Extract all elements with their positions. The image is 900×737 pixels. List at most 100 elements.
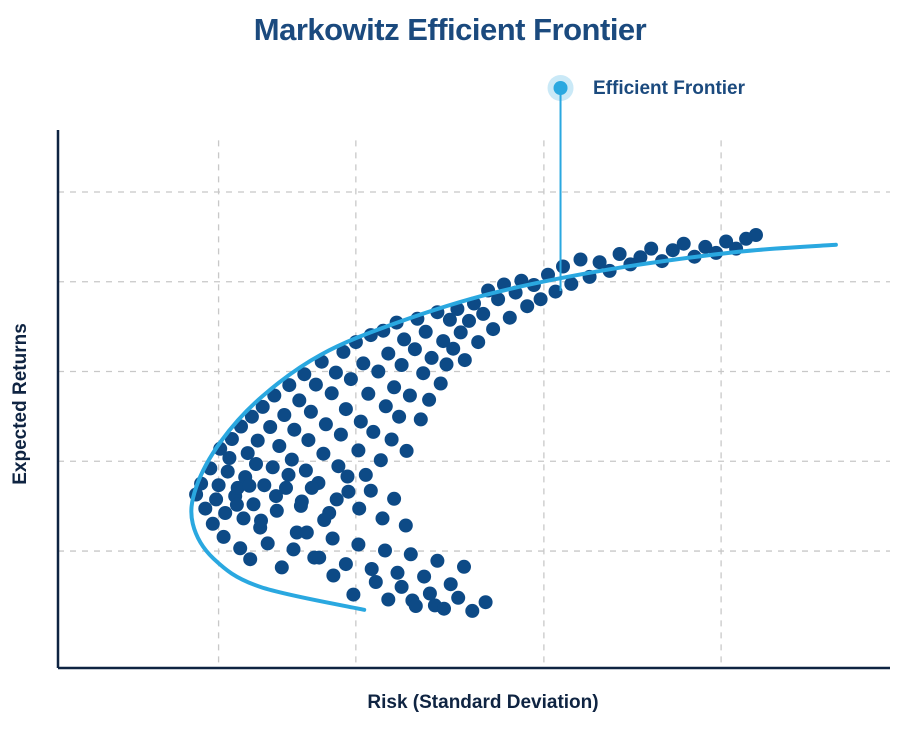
data-point (289, 525, 304, 540)
data-point (381, 592, 396, 607)
data-point (592, 255, 607, 270)
data-point (198, 501, 213, 516)
data-point (453, 325, 468, 340)
data-point (408, 599, 423, 613)
data-point (422, 586, 437, 601)
data-point (328, 365, 343, 380)
data-point (254, 513, 268, 528)
data-point (417, 569, 432, 584)
data-point (424, 350, 439, 365)
data-point (397, 332, 412, 347)
data-point (451, 590, 466, 605)
data-point (281, 467, 296, 482)
data-point (433, 376, 448, 391)
data-point (324, 386, 339, 401)
data-point (205, 516, 220, 531)
data-point (368, 575, 383, 589)
data-point (471, 335, 486, 350)
data-point (255, 399, 270, 414)
data-point (267, 388, 282, 403)
data-point (257, 478, 272, 493)
data-point (533, 292, 548, 307)
data-point (269, 503, 284, 518)
data-point (387, 380, 402, 395)
data-point (352, 501, 367, 516)
data-point (491, 292, 506, 307)
data-point (402, 388, 417, 403)
data-point (430, 553, 445, 568)
data-point (361, 386, 376, 401)
data-point (573, 252, 588, 267)
data-point (338, 557, 353, 572)
data-point (378, 543, 392, 558)
data-point (284, 452, 299, 467)
data-point (297, 367, 312, 382)
data-point (644, 241, 659, 256)
data-point (443, 577, 458, 592)
data-point (564, 276, 579, 291)
data-point (312, 550, 327, 565)
data-point (287, 422, 302, 437)
data-point (336, 344, 351, 359)
portfolio-points (189, 228, 763, 618)
data-point (486, 322, 501, 337)
data-point (326, 568, 341, 583)
data-point (216, 529, 231, 544)
data-point (329, 492, 344, 507)
data-point (665, 243, 680, 258)
data-point (358, 467, 373, 482)
axes (56, 130, 890, 670)
data-point (340, 469, 355, 484)
data-point (436, 334, 451, 349)
data-point (633, 250, 648, 265)
grid-lines (58, 140, 890, 668)
data-point (236, 511, 251, 526)
data-point (439, 357, 454, 372)
data-point (422, 392, 437, 407)
data-point (277, 408, 292, 422)
data-point (366, 424, 381, 439)
data-point (211, 478, 226, 493)
data-point (292, 393, 307, 408)
data-point (265, 460, 280, 475)
data-point (399, 443, 414, 458)
data-point (548, 284, 563, 299)
data-point (381, 346, 396, 361)
data-point (612, 247, 627, 261)
data-point (260, 536, 275, 551)
data-point (316, 446, 331, 461)
data-point (317, 513, 332, 527)
callout-marker (553, 81, 568, 95)
data-point (222, 451, 237, 465)
efficient-frontier-label: Efficient Frontier (593, 78, 746, 99)
data-point (465, 603, 480, 618)
data-point (437, 601, 451, 616)
data-point (442, 312, 457, 327)
data-point (299, 525, 314, 540)
data-point (378, 399, 393, 414)
data-point (676, 236, 691, 251)
data-point (250, 433, 265, 448)
data-point (392, 409, 407, 424)
data-point (698, 239, 713, 254)
data-point (343, 372, 358, 387)
data-point (457, 559, 471, 574)
data-point (282, 378, 297, 393)
data-point (230, 480, 245, 495)
data-point (394, 358, 409, 372)
data-point (341, 484, 356, 499)
data-point (240, 446, 255, 461)
data-point (333, 427, 348, 442)
data-point (298, 463, 313, 478)
data-point (462, 313, 476, 328)
data-point (304, 480, 319, 495)
x-axis-label: Risk (Standard Deviation) (367, 692, 599, 713)
chart-title: Markowitz Efficient Frontier (253, 12, 647, 47)
data-point (318, 417, 333, 432)
data-point (416, 366, 431, 381)
data-point (457, 353, 472, 368)
data-point (353, 414, 368, 429)
data-point (244, 409, 259, 424)
data-point (413, 412, 428, 427)
